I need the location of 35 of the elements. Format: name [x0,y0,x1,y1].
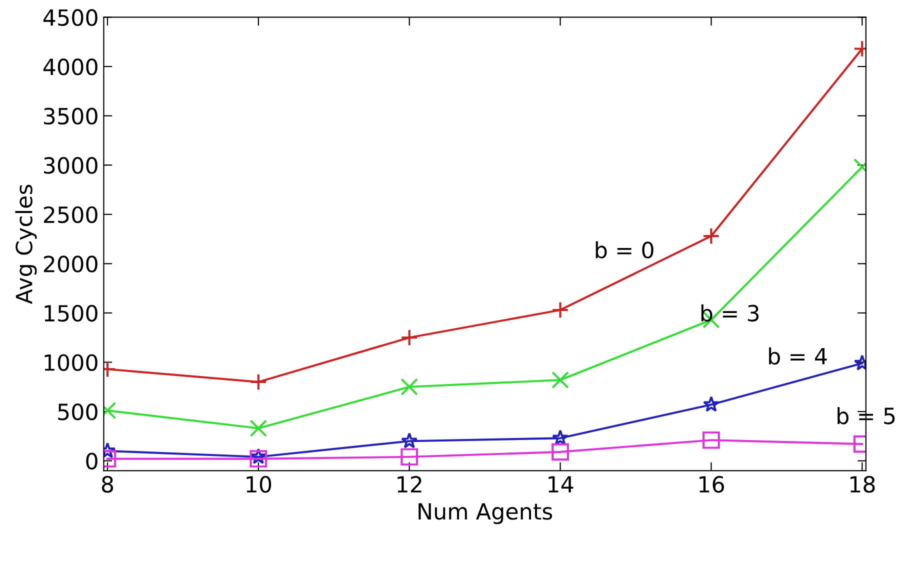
point [552,371,569,389]
annotation: b = 0 [596,241,654,258]
point [552,301,569,319]
x-tick-label: 12 [398,476,422,492]
point [552,429,569,446]
y-tick-label: 1500 [44,304,98,322]
point [401,432,418,448]
y-tick-label: 500 [58,403,98,420]
x-tick-label: 14 [548,476,574,492]
point [250,448,267,464]
x-tick-label: 10 [246,476,272,493]
y-axis-title: Avg Cycles [15,184,37,304]
y-tick-label: 3000 [44,157,98,174]
y-tick-label: 1000 [44,354,98,372]
y-tick-label: 2000 [44,256,98,272]
point [702,396,720,412]
point [552,443,569,461]
point [250,450,268,468]
y-tick-label: 4500 [43,9,98,26]
point [250,373,268,391]
point [400,448,418,466]
x-tick-label: 8 [102,476,114,493]
y-tick-label: 0 [86,452,98,470]
y-tick-label: 3500 [44,108,98,125]
point [400,328,418,346]
point [250,420,268,437]
annotation: b = 4 [769,347,827,365]
x-tick-label: 16 [700,476,724,493]
point [702,227,720,245]
point [702,431,720,449]
y-tick-label: 4000 [43,58,98,76]
x-axis-title: Num Agents [418,503,552,524]
x-tick-label: 18 [850,476,875,493]
point [400,378,418,396]
y-tick-label: 2500 [44,206,98,224]
